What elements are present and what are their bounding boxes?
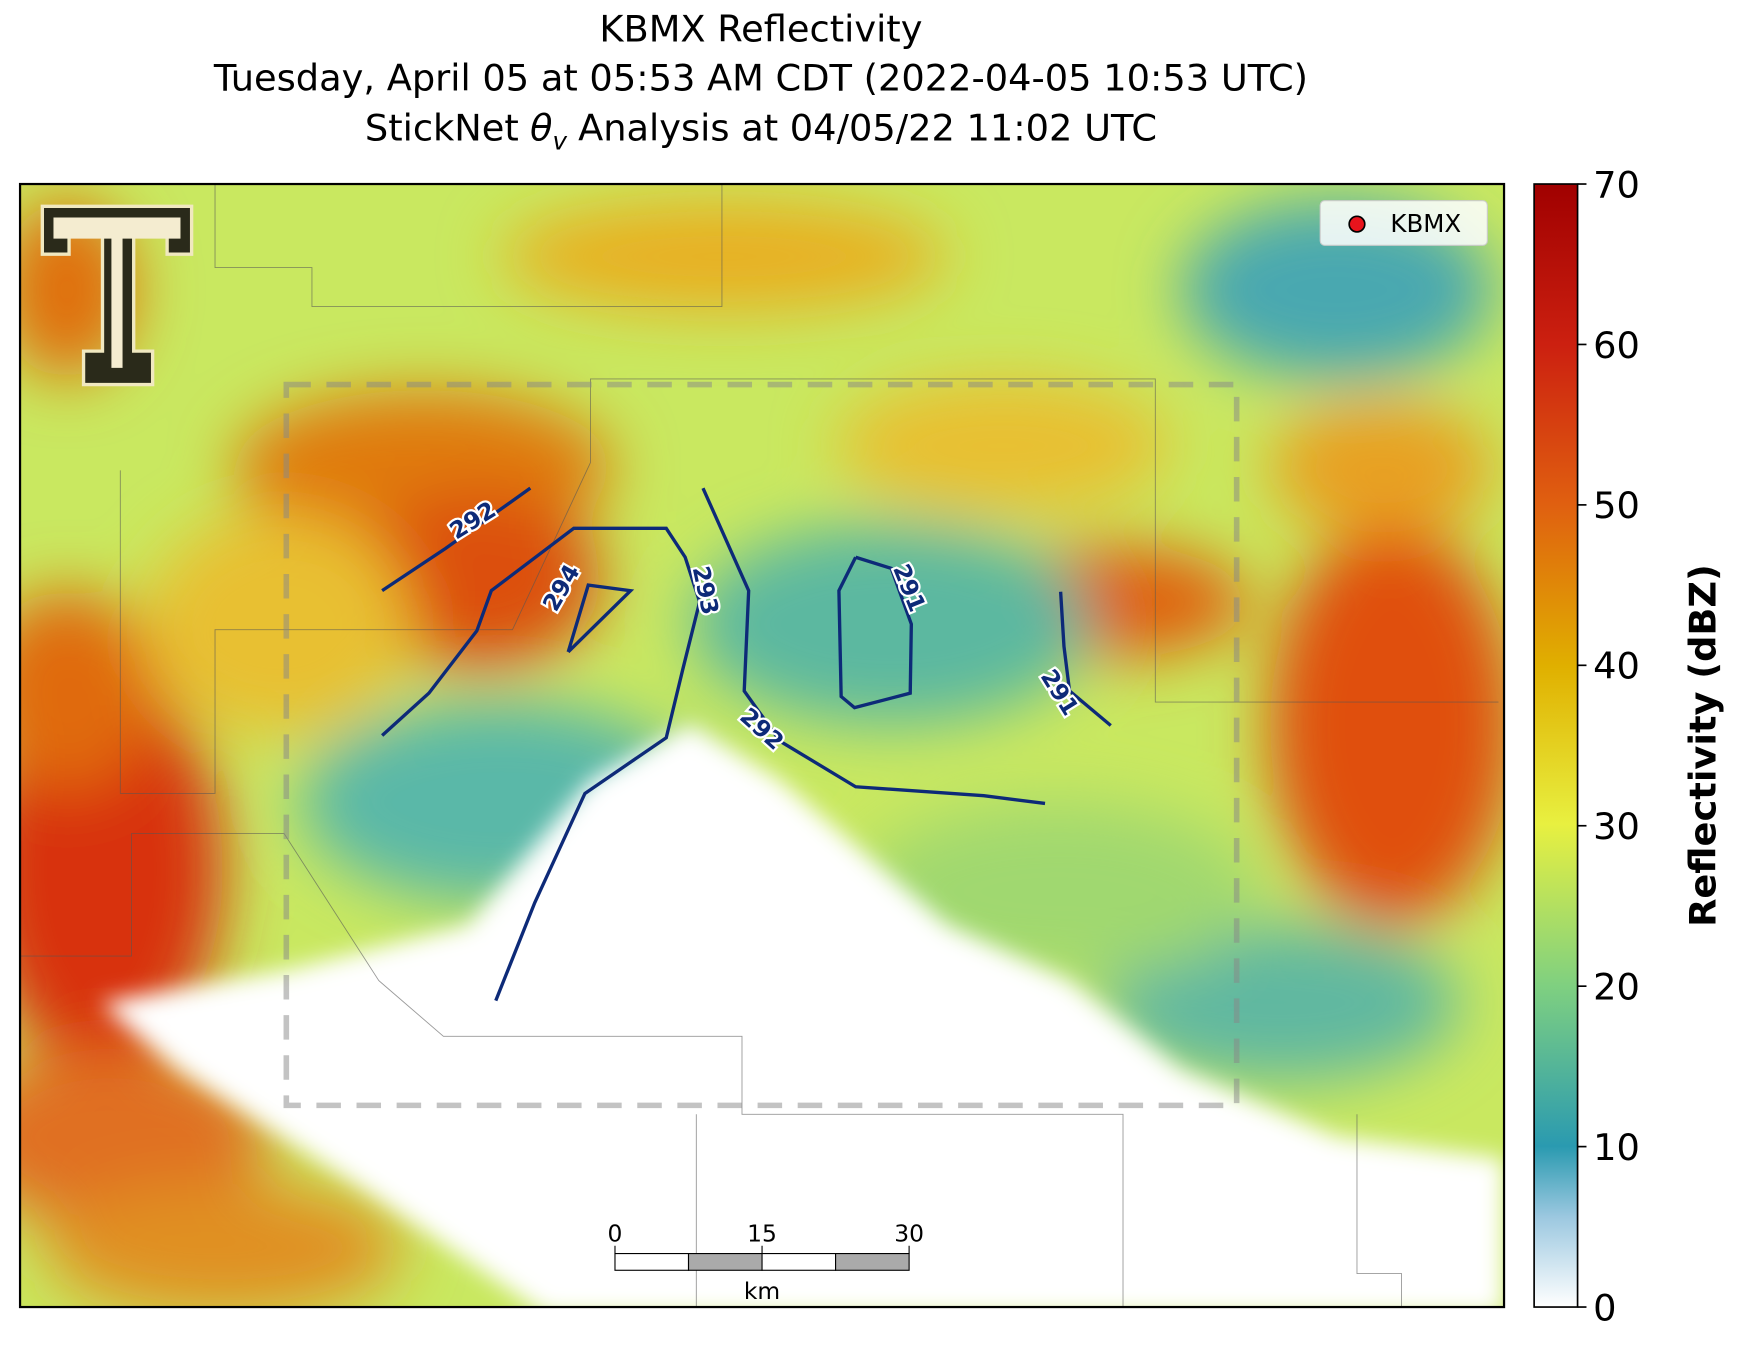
colorbar-tick-label: 40 <box>1593 645 1640 688</box>
title-line: Tuesday, April 05 at 05:53 AM CDT (2022-… <box>213 56 1308 99</box>
colorbar-tick-label: 10 <box>1593 1126 1640 1169</box>
colorbar-tick-label: 30 <box>1593 805 1640 848</box>
scale-segment <box>835 1253 910 1271</box>
colorbar-ticks: 0 10 20 30 40 50 60 70 <box>1577 163 1640 1329</box>
legend-marker <box>1348 215 1366 233</box>
contour-line <box>566 583 635 654</box>
colorbar-label: Reflectivity (dBZ) <box>1682 564 1725 927</box>
scale-tick-label: 30 <box>894 1219 924 1247</box>
colorbar-tick-label: 0 <box>1593 1286 1616 1329</box>
scale-segment <box>687 1253 763 1271</box>
colorbar <box>1533 183 1579 1308</box>
contour-line <box>381 486 532 593</box>
scale-segment <box>761 1253 837 1271</box>
legend-label: KBMX <box>1390 209 1461 238</box>
colorbar-tick-label: 60 <box>1593 324 1640 367</box>
title-text: StickNet <box>365 107 519 150</box>
contour-line <box>701 487 1046 806</box>
no-echo-region <box>100 724 1505 1308</box>
title-line: StickNet θv Analysis at 04/05/22 11:02 UTC <box>365 107 1157 156</box>
colorbar-tick-label: 20 <box>1593 966 1640 1009</box>
title-symbol: θ <box>530 107 552 150</box>
scale-bar: 0 15 30 km <box>608 1219 924 1305</box>
title-subscript: v <box>552 126 567 155</box>
title-line: KBMX Reflectivity <box>599 7 922 50</box>
title-text: Analysis at 04/05/22 11:02 UTC <box>578 107 1157 150</box>
contour-line <box>837 555 914 710</box>
colorbar-tick-label: 50 <box>1593 484 1640 527</box>
scale-tick-label: 15 <box>747 1219 777 1247</box>
contour-line <box>381 526 702 1002</box>
analysis-domain <box>283 381 1240 1109</box>
colorbar-tick-label: 70 <box>1593 163 1640 206</box>
map-frame <box>18 182 1506 1309</box>
reflectivity-field <box>20 200 1505 1308</box>
scale-tick-label: 0 <box>608 1219 623 1247</box>
scale-unit: km <box>744 1277 780 1305</box>
scale-segment <box>614 1253 690 1271</box>
logo <box>40 204 194 387</box>
legend-box <box>1319 200 1488 246</box>
contour-line <box>1058 591 1112 727</box>
